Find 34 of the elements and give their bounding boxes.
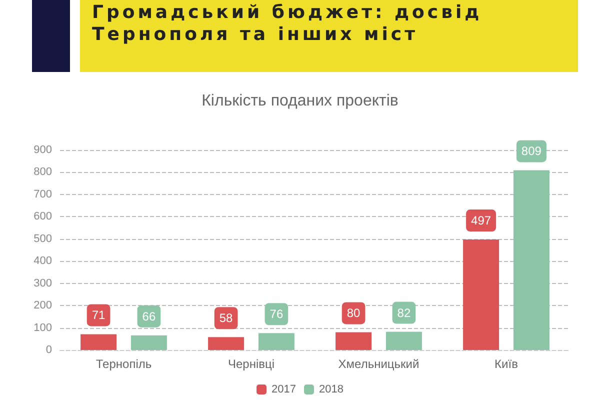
- legend-label: 2018: [319, 384, 344, 396]
- y-tick-label: 600: [34, 210, 52, 223]
- data-label: 76: [270, 307, 284, 322]
- data-label: 66: [142, 309, 156, 324]
- bar: [513, 170, 550, 350]
- x-tick-label: Чернівці: [228, 357, 275, 371]
- data-label: 58: [219, 311, 234, 326]
- bar: [258, 333, 294, 350]
- chart-title: Громадський бюджет: досвід Тернополя та інших міст: [80, 0, 578, 72]
- y-tick-label: 0: [46, 344, 52, 356]
- bar: [80, 334, 117, 350]
- x-tick-label: Київ: [494, 357, 518, 371]
- data-label: 80: [346, 306, 361, 320]
- x-tick-label: Тернопіль: [96, 357, 152, 371]
- y-tick-label: 800: [34, 166, 52, 178]
- bar: [208, 337, 244, 350]
- bar: [130, 335, 167, 350]
- y-tick-label: 400: [34, 255, 52, 268]
- y-tick-label: 900: [34, 144, 52, 156]
- data-label: 71: [92, 308, 106, 322]
- y-tick-label: 100: [34, 322, 52, 334]
- bar: [336, 332, 372, 350]
- y-tick-label: 300: [34, 277, 52, 290]
- y-tick-label: 700: [34, 188, 52, 200]
- data-label: 497: [471, 214, 492, 228]
- data-label: 82: [397, 306, 411, 320]
- bar: [463, 240, 500, 350]
- bar: [386, 332, 422, 350]
- legend-label: 2017: [272, 384, 296, 396]
- x-tick-label: Хмельницький: [338, 357, 420, 371]
- data-label: 809: [521, 144, 542, 158]
- y-tick-label: 500: [34, 232, 52, 245]
- chart-subtitle: Кількість поданих проектів: [202, 92, 398, 110]
- y-tick-label: 200: [34, 300, 52, 312]
